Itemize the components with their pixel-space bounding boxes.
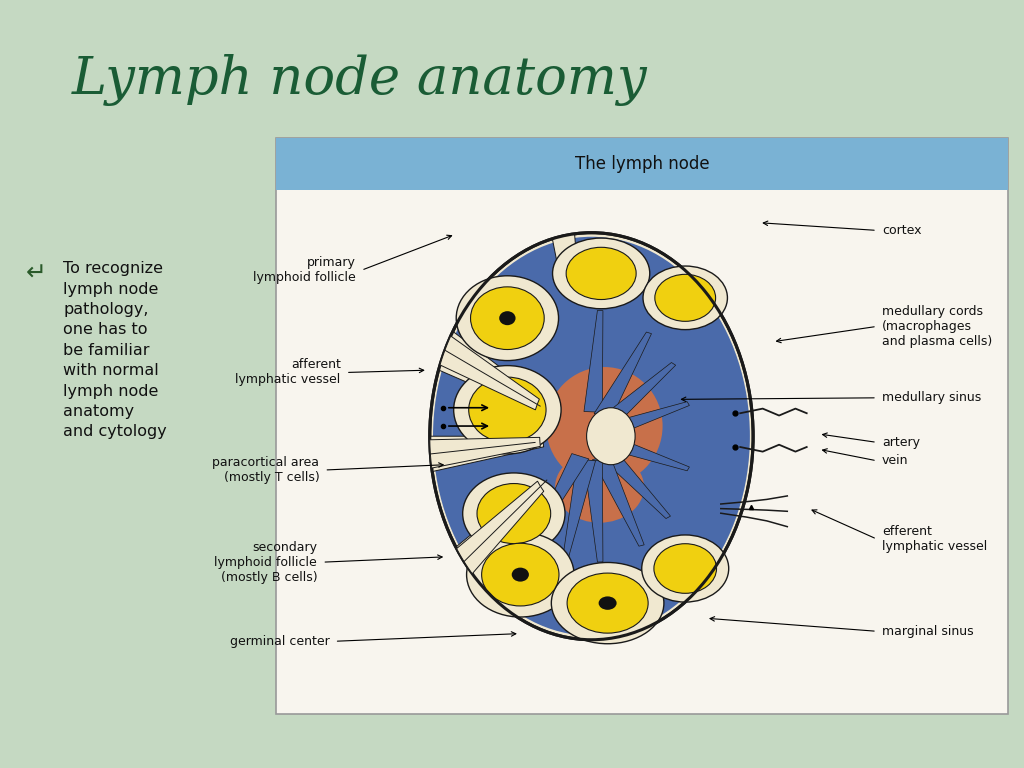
Text: afferent
lymphatic vessel: afferent lymphatic vessel [236,359,341,386]
Polygon shape [606,436,689,471]
FancyBboxPatch shape [276,138,1008,714]
Polygon shape [599,448,671,518]
Ellipse shape [642,535,729,602]
Polygon shape [563,458,596,558]
Ellipse shape [481,543,559,606]
Ellipse shape [553,238,650,309]
FancyBboxPatch shape [276,138,1008,190]
Ellipse shape [643,266,727,329]
Ellipse shape [430,233,753,640]
Polygon shape [531,454,589,541]
Ellipse shape [555,452,644,523]
Text: ↵: ↵ [26,261,46,285]
Text: artery: artery [882,436,920,449]
Text: germinal center: germinal center [229,635,330,647]
Ellipse shape [471,287,544,349]
Text: medullary sinus: medullary sinus [882,392,981,404]
Polygon shape [600,362,676,427]
Text: Lymph node anatomy: Lymph node anatomy [72,54,647,106]
Ellipse shape [567,573,648,633]
Text: vein: vein [882,455,908,467]
Polygon shape [430,436,544,472]
Text: cortex: cortex [882,224,922,237]
Ellipse shape [566,247,636,300]
Polygon shape [440,336,540,410]
Polygon shape [593,455,644,546]
Ellipse shape [654,274,716,321]
Text: paracortical area
(mostly T cells): paracortical area (mostly T cells) [212,456,319,484]
Text: The lymph node: The lymph node [574,155,710,174]
Text: medullary cords
(macrophages
and plasma cells): medullary cords (macrophages and plasma … [882,305,992,348]
Ellipse shape [546,367,663,485]
Ellipse shape [477,484,551,544]
Ellipse shape [499,311,515,325]
Polygon shape [552,233,579,288]
Ellipse shape [512,568,529,581]
Ellipse shape [469,377,546,442]
Polygon shape [456,481,544,575]
Polygon shape [438,332,539,411]
Ellipse shape [467,532,574,617]
Text: To recognize
lymph node
pathology,
one has to
be familiar
with normal
lymph node: To recognize lymph node pathology, one h… [63,261,167,439]
Ellipse shape [463,473,565,554]
Ellipse shape [454,366,561,454]
Polygon shape [594,332,651,419]
Ellipse shape [587,408,635,465]
Text: efferent
lymphatic vessel: efferent lymphatic vessel [882,525,987,553]
Polygon shape [606,402,689,436]
Text: marginal sinus: marginal sinus [882,625,974,637]
Text: primary
lymphoid follicle: primary lymphoid follicle [253,257,356,284]
Polygon shape [457,482,544,574]
Ellipse shape [599,597,616,610]
Ellipse shape [433,237,750,636]
Polygon shape [584,460,603,562]
Polygon shape [584,310,603,412]
Polygon shape [430,437,541,468]
Text: secondary
lymphoid follicle
(mostly B cells): secondary lymphoid follicle (mostly B ce… [214,541,317,584]
Ellipse shape [654,544,717,594]
Ellipse shape [457,276,558,361]
Ellipse shape [551,562,664,644]
